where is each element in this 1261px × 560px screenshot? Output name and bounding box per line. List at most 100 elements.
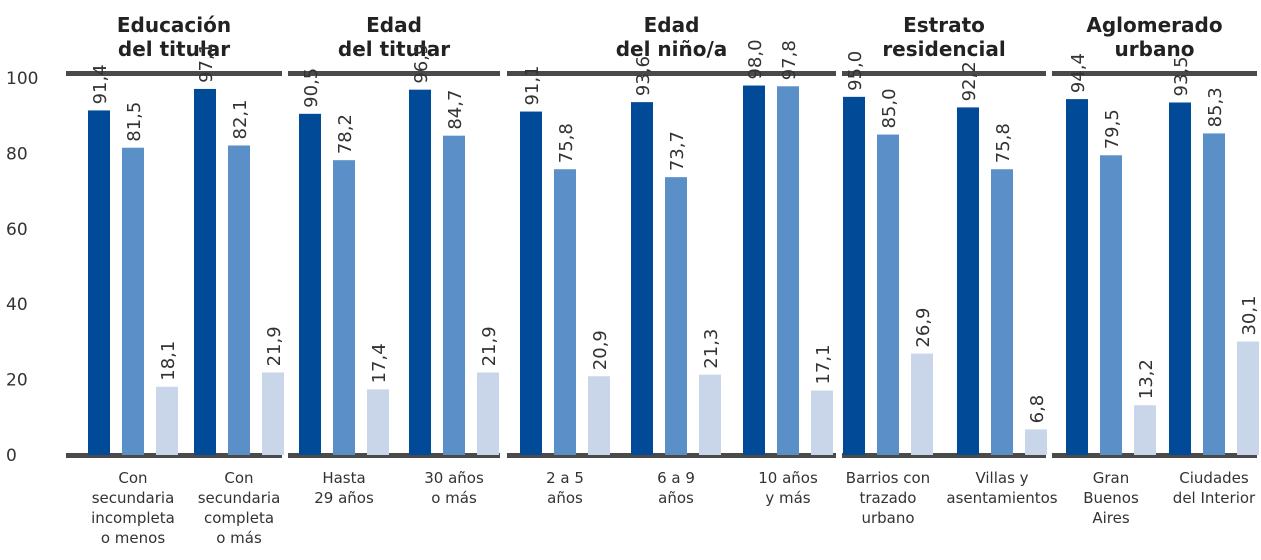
category-label: secundaria xyxy=(198,489,281,507)
bar xyxy=(262,372,284,455)
data-label: 17,1 xyxy=(813,344,834,384)
bar xyxy=(777,86,799,455)
group-title: residencial xyxy=(882,37,1005,61)
group-title: Aglomerado xyxy=(1086,13,1222,37)
bar xyxy=(588,376,610,455)
category-label: del Interior xyxy=(1173,489,1256,507)
bar xyxy=(631,102,653,456)
bar xyxy=(843,96,865,455)
bar xyxy=(333,160,355,455)
data-label: 18,1 xyxy=(158,341,179,381)
category-label: Aires xyxy=(1092,509,1129,527)
category-label: 2 a 5 xyxy=(546,469,584,487)
group-title: Edad xyxy=(644,13,700,37)
data-label: 21,9 xyxy=(264,326,285,366)
data-label: 26,9 xyxy=(913,308,934,348)
data-label: 85,3 xyxy=(1205,87,1226,127)
group-title: Edad xyxy=(366,13,422,37)
group-title: del titular xyxy=(338,37,450,61)
category-label: incompleta xyxy=(91,509,175,527)
y-tick-label: 80 xyxy=(6,144,28,164)
group-title: Estrato xyxy=(903,13,985,37)
data-label: 21,3 xyxy=(701,329,722,369)
data-label: 91,4 xyxy=(90,64,111,104)
group-baseline xyxy=(507,453,836,458)
data-label: 73,7 xyxy=(667,131,688,171)
category-label: Gran xyxy=(1093,469,1130,487)
data-label: 97,1 xyxy=(196,43,217,83)
y-tick-label: 100 xyxy=(6,69,38,89)
group-top-line xyxy=(66,71,282,76)
bar xyxy=(1066,99,1088,455)
bar xyxy=(228,145,250,455)
y-tick-label: 20 xyxy=(6,371,28,391)
bar xyxy=(911,353,933,455)
bar xyxy=(1134,405,1156,455)
bar xyxy=(409,89,431,455)
category-label: 6 a 9 xyxy=(657,469,695,487)
bar xyxy=(1100,155,1122,455)
category-label: Con xyxy=(118,469,147,487)
data-label: 78,2 xyxy=(335,114,356,154)
bar xyxy=(1203,133,1225,455)
bar xyxy=(477,372,499,455)
category-label: años xyxy=(658,489,694,507)
bar xyxy=(554,169,576,455)
data-label: 93,6 xyxy=(633,56,654,96)
group-baseline xyxy=(288,453,500,458)
data-label: 75,8 xyxy=(556,123,577,163)
category-label: Con xyxy=(224,469,253,487)
group-top-line xyxy=(288,71,500,76)
y-tick-label: 60 xyxy=(6,220,28,240)
bar xyxy=(811,390,833,455)
category-label: 29 años xyxy=(314,489,374,507)
data-label: 96,9 xyxy=(411,44,432,84)
group-baseline xyxy=(66,453,282,458)
data-label: 84,7 xyxy=(445,90,466,130)
y-tick-label: 40 xyxy=(6,295,28,315)
category-label: o menos xyxy=(101,529,165,547)
group-title: del niño/a xyxy=(616,37,728,61)
category-label: completa xyxy=(204,509,274,527)
group-baseline xyxy=(1052,453,1257,458)
y-tick-label: 0 xyxy=(6,446,17,466)
group-top-line xyxy=(507,71,836,76)
data-label: 91,1 xyxy=(522,65,543,105)
category-label: trazado xyxy=(859,489,916,507)
data-label: 81,5 xyxy=(124,102,145,142)
category-label: 10 años xyxy=(758,469,818,487)
group-top-line xyxy=(1052,71,1257,76)
group-top-line xyxy=(842,71,1046,76)
bar xyxy=(877,134,899,456)
bar xyxy=(1237,341,1259,455)
bar xyxy=(699,374,721,455)
bar xyxy=(520,111,542,455)
bar xyxy=(156,386,178,455)
data-label: 92,2 xyxy=(959,61,980,101)
group-title: del titular xyxy=(118,37,230,61)
bar xyxy=(88,110,110,455)
bar xyxy=(957,107,979,455)
data-label: 79,5 xyxy=(1102,109,1123,149)
bar xyxy=(443,135,465,455)
data-label: 90,5 xyxy=(301,68,322,108)
data-label: 30,1 xyxy=(1239,295,1260,335)
category-label: Villas y xyxy=(975,469,1028,487)
group-title: Educación xyxy=(117,13,231,37)
data-label: 13,2 xyxy=(1136,359,1157,399)
category-label: Hasta xyxy=(322,469,365,487)
data-label: 82,1 xyxy=(230,99,251,139)
data-label: 93,5 xyxy=(1171,56,1192,96)
data-label: 75,8 xyxy=(993,123,1014,163)
bar xyxy=(1169,102,1191,455)
category-label: Ciudades xyxy=(1179,469,1249,487)
group-baseline xyxy=(842,453,1046,458)
data-label: 95,0 xyxy=(845,51,866,91)
category-label: o más xyxy=(431,489,477,507)
data-label: 17,4 xyxy=(369,343,390,383)
data-label: 85,0 xyxy=(879,88,900,128)
bar xyxy=(991,169,1013,455)
category-label: y más xyxy=(765,489,810,507)
bar xyxy=(122,147,144,455)
category-label: Buenos xyxy=(1083,489,1139,507)
